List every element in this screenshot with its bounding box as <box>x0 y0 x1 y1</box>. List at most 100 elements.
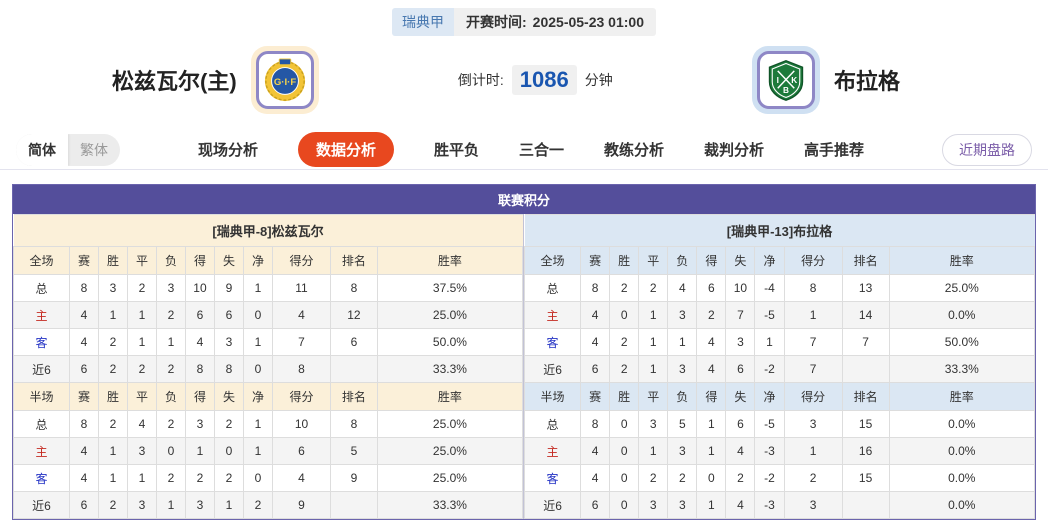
table-cell: 2 <box>609 274 640 302</box>
column-header: 赛 <box>68 382 99 411</box>
table-cell: 0 <box>609 491 640 519</box>
row-label: 主 <box>523 437 582 465</box>
nav-item-3[interactable]: 胜平负 <box>433 142 479 159</box>
table-cell: 0 <box>242 355 273 383</box>
table-row: 客 4 2 1 1 4 3 1 7 7 50.0% <box>523 328 1036 356</box>
table-cell: 1 <box>242 437 273 465</box>
table-cell: 6 <box>580 355 611 383</box>
table-cell: 10 <box>184 274 215 302</box>
table-cell: 33.3% <box>376 491 524 519</box>
home-team-logo: G·I·F <box>250 46 319 114</box>
standings-title: 联赛积分 <box>13 185 1035 214</box>
away-standings-table: [瑞典甲-13]布拉格 全场赛胜平负得失净得分 排名 胜率总 8 2 2 4 6 10 -4 8 13 2… <box>523 214 1036 519</box>
table-cell: -2 <box>754 355 785 383</box>
row-label: 近6 <box>13 355 70 383</box>
table-cell: 1 <box>638 301 669 329</box>
lang-simplified[interactable]: 简体 <box>16 133 68 166</box>
table-cell: 25.0% <box>376 410 524 438</box>
table-cell: 1 <box>155 491 186 519</box>
table-cell <box>330 355 378 383</box>
table-row: 近6 6 0 3 3 1 4 -3 3 0.0% <box>523 491 1036 519</box>
svg-text:B: B <box>783 86 789 95</box>
recent-trend-button[interactable]: 近期盘路 <box>942 133 1032 166</box>
row-label: 总 <box>523 410 582 438</box>
table-cell: 5 <box>330 437 378 465</box>
column-header: 平 <box>638 382 669 411</box>
table-cell: 3 <box>213 328 244 356</box>
column-header: 赛 <box>580 382 611 411</box>
table-cell: 4 <box>580 301 611 329</box>
home-standings: [瑞典甲-8]松兹瓦尔 全场赛胜平负得失净得分 排名 胜率总 8 3 2 3 10 9 1 11 8 37… <box>13 214 524 519</box>
table-cell: 13 <box>841 274 890 302</box>
table-cell: 0 <box>213 437 244 465</box>
table-cell: -5 <box>754 410 785 438</box>
column-header: 胜 <box>609 382 640 411</box>
table-cell: 2 <box>97 491 128 519</box>
table-cell: 3 <box>126 491 157 519</box>
table-cell: 2 <box>783 464 843 492</box>
nav-item-7[interactable]: 高手推荐 <box>804 142 865 159</box>
svg-text:K: K <box>791 76 797 85</box>
table-cell: 2 <box>638 464 669 492</box>
table-cell: 4 <box>68 328 99 356</box>
table-cell: 10 <box>725 274 756 302</box>
away-half-scope-header: 半场 <box>523 382 582 411</box>
table-cell: 0 <box>609 437 640 465</box>
table-cell: 8 <box>783 274 843 302</box>
table-cell: 1 <box>213 491 244 519</box>
table-cell: 25.0% <box>376 464 524 492</box>
table-cell: 2 <box>155 301 186 329</box>
league-badge[interactable]: 瑞典甲 <box>392 8 454 36</box>
row-label: 总 <box>523 274 582 302</box>
table-cell: 1 <box>126 328 157 356</box>
nav-item-6[interactable]: 裁判分析 <box>704 142 765 159</box>
nav-item-4[interactable]: 三合一 <box>518 142 564 159</box>
away-team-name: 布拉格 <box>834 69 901 94</box>
table-cell: 2 <box>725 464 756 492</box>
kickoff-time: 2025-05-23 01:00 <box>532 14 644 30</box>
top-bar: 瑞典甲 开赛时间: 2025-05-23 01:00 <box>0 0 1048 36</box>
table-cell: 2 <box>638 274 669 302</box>
table-cell: 15 <box>841 464 890 492</box>
table-cell: 2 <box>155 464 186 492</box>
row-label: 主 <box>523 301 582 329</box>
table-cell: 3 <box>667 491 698 519</box>
table-cell: 3 <box>126 437 157 465</box>
table-cell: 2 <box>97 355 128 383</box>
match-header: 松兹瓦尔(主) G·I·F 倒计时: 1086 分钟 <box>0 42 1048 118</box>
column-header: 得 <box>184 246 215 275</box>
lang-traditional[interactable]: 繁体 <box>80 141 108 158</box>
home-full-scope-header: 全场 <box>13 246 70 275</box>
away-team-logo: I K B <box>752 46 820 114</box>
column-header: 失 <box>725 246 756 275</box>
table-cell: 1 <box>696 410 727 438</box>
table-cell: 1 <box>242 274 273 302</box>
column-header: 得分 <box>271 246 332 275</box>
row-label: 客 <box>13 464 70 492</box>
table-row: 近6 6 2 3 1 3 1 2 9 33.3% <box>13 491 524 519</box>
home-crest-icon: G·I·F <box>255 51 314 109</box>
table-row: 总 8 2 4 2 3 2 1 10 8 25.0% <box>13 410 524 438</box>
column-header: 胜率 <box>888 382 1036 411</box>
column-header: 得 <box>184 382 215 411</box>
table-cell: 2 <box>213 410 244 438</box>
nav-items: 现场分析 数据分析 胜平负 三合一 教练分析 裁判分析 高手推荐 <box>120 132 942 167</box>
nav-item-1[interactable]: 现场分析 <box>197 142 258 159</box>
table-cell: -5 <box>754 301 785 329</box>
table-cell: 6 <box>580 491 611 519</box>
table-cell: 1 <box>126 464 157 492</box>
table-cell: 0.0% <box>888 491 1036 519</box>
nav-item-5[interactable]: 教练分析 <box>604 142 665 159</box>
column-header: 胜 <box>97 246 128 275</box>
table-cell: 6 <box>213 301 244 329</box>
table-cell: 2 <box>155 355 186 383</box>
table-cell: 6 <box>696 274 727 302</box>
column-header: 失 <box>213 382 244 411</box>
table-cell: 4 <box>580 328 611 356</box>
table-cell: 2 <box>609 328 640 356</box>
table-cell: 8 <box>330 410 378 438</box>
nav-item-2[interactable]: 数据分析 <box>297 132 394 167</box>
table-cell: 7 <box>841 328 890 356</box>
table-cell: 6 <box>330 328 378 356</box>
column-header: 排名 <box>841 246 890 275</box>
